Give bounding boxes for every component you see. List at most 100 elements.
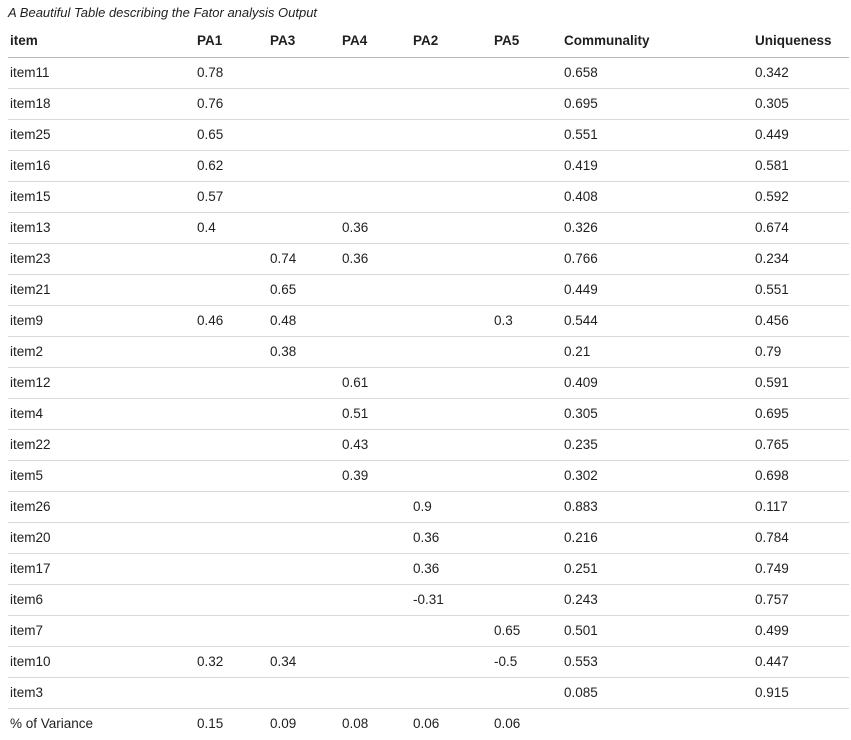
- row-label: item13: [8, 212, 195, 244]
- table-cell: 0.419: [562, 150, 753, 182]
- table-cell: [195, 367, 268, 399]
- table-cell: [340, 615, 411, 647]
- table-cell: 0.36: [411, 522, 492, 554]
- table-cell: [268, 677, 340, 709]
- table-cell: [195, 336, 268, 368]
- table-cell: 0.674: [753, 212, 849, 244]
- table-cell: 0.65: [195, 119, 268, 151]
- table-row: item6 -0.31 0.243 0.757: [8, 584, 849, 616]
- table-cell: -0.31: [411, 584, 492, 616]
- table-cell: [411, 274, 492, 306]
- table-row: % of Variance 0.15 0.09 0.08 0.06 0.06: [8, 709, 849, 740]
- table-cell: [195, 522, 268, 554]
- table-cell: [195, 615, 268, 647]
- column-header-pa3: PA3: [268, 24, 340, 58]
- table-cell: [268, 553, 340, 585]
- table-row: item23 0.74 0.36 0.766 0.234: [8, 243, 849, 275]
- table-cell: [411, 615, 492, 647]
- table-cell: 0.57: [195, 181, 268, 213]
- table-cell: [340, 336, 411, 368]
- table-cell: 0.302: [562, 460, 753, 492]
- table-row: item12 0.61 0.409 0.591: [8, 367, 849, 399]
- table-cell: 0.74: [268, 243, 340, 275]
- table-cell: [411, 398, 492, 430]
- table-cell: 0.36: [340, 212, 411, 244]
- table-cell: [195, 491, 268, 523]
- table-cell: [492, 398, 562, 430]
- table-cell: -0.5: [492, 646, 562, 678]
- table-cell: 0.499: [753, 615, 849, 647]
- table-cell: 0.749: [753, 553, 849, 585]
- row-label: % of Variance: [10, 716, 94, 731]
- row-label: item3: [8, 677, 195, 709]
- table-cell: 0.76: [195, 88, 268, 120]
- table-cell: 0.591: [753, 367, 849, 399]
- table-cell: [268, 119, 340, 151]
- table-cell: [340, 646, 411, 678]
- table-cell: [268, 398, 340, 430]
- table-cell: 0.581: [753, 150, 849, 182]
- table-cell: [268, 615, 340, 647]
- table-cell: [340, 491, 411, 523]
- table-cell: [268, 150, 340, 182]
- row-label: item7: [8, 615, 195, 647]
- table-row: item7 0.65 0.501 0.499: [8, 615, 849, 647]
- table-cell: [411, 119, 492, 151]
- table-cell: 0.658: [562, 57, 753, 89]
- column-header-pa2: PA2: [411, 24, 492, 58]
- table-cell: [195, 584, 268, 616]
- row-label: item18: [8, 88, 195, 120]
- table-cell: [411, 305, 492, 337]
- table-cell: 0.06: [494, 716, 521, 731]
- table-cell: [492, 243, 562, 275]
- table-cell: [492, 212, 562, 244]
- row-label: item16: [8, 150, 195, 182]
- table-cell: 0.085: [562, 677, 753, 709]
- table-cell: [492, 491, 562, 523]
- table-cell: 0.15: [197, 716, 224, 731]
- table-cell: [268, 522, 340, 554]
- table-cell: [268, 88, 340, 120]
- table-cell: 0.592: [753, 181, 849, 213]
- table-cell: [411, 429, 492, 461]
- table-cell: 0.695: [562, 88, 753, 120]
- table-cell: [268, 429, 340, 461]
- row-label: item10: [8, 646, 195, 678]
- table-body: item11 0.78 0.658 0.342 item18 0.76 0.695 0.305…: [8, 57, 849, 740]
- table-cell: [492, 584, 562, 616]
- column-header-pa5: PA5: [492, 24, 562, 58]
- table-title: A Beautiful Table describing the Fator a…: [8, 5, 318, 20]
- table-cell: 0.326: [562, 212, 753, 244]
- table-cell: [492, 553, 562, 585]
- table-cell: 0.698: [753, 460, 849, 492]
- table-row: item20 0.36 0.216 0.784: [8, 522, 849, 554]
- table-cell: 0.216: [562, 522, 753, 554]
- column-header-pa4: PA4: [340, 24, 411, 58]
- table-cell: [268, 181, 340, 213]
- row-label: item15: [8, 181, 195, 213]
- row-label: item23: [8, 243, 195, 275]
- table-cell: 0.21: [562, 336, 753, 368]
- table-cell: [492, 274, 562, 306]
- table-cell: [340, 553, 411, 585]
- table-cell: [411, 336, 492, 368]
- table-cell: 0.449: [562, 274, 753, 306]
- table-cell: 0.409: [562, 367, 753, 399]
- table-cell: 0.544: [562, 305, 753, 337]
- table-cell: 0.61: [340, 367, 411, 399]
- row-label: item6: [8, 584, 195, 616]
- table-cell: [492, 336, 562, 368]
- table-row: item11 0.78 0.658 0.342: [8, 57, 849, 89]
- table-cell: [492, 181, 562, 213]
- table-cell: [411, 677, 492, 709]
- table-cell: 0.408: [562, 181, 753, 213]
- table-cell: 0.915: [753, 677, 849, 709]
- table-cell: 0.234: [753, 243, 849, 275]
- table-cell: [340, 119, 411, 151]
- table-cell: [268, 460, 340, 492]
- table-cell: [411, 460, 492, 492]
- table-cell: 0.06: [413, 716, 440, 731]
- table-cell: [340, 522, 411, 554]
- table-cell: [195, 398, 268, 430]
